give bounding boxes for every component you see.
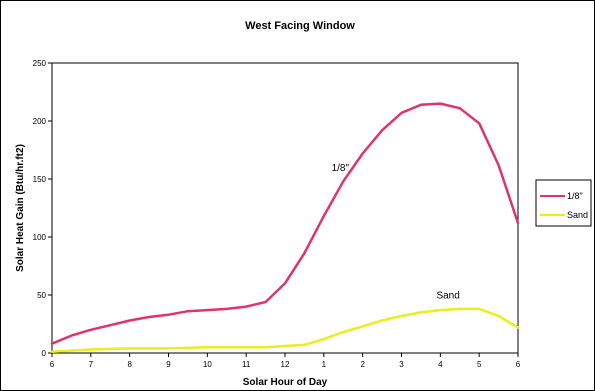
x-tick-label: 1	[322, 360, 327, 369]
y-axis: 0 50 100 150 200 250	[33, 59, 52, 358]
legend: 1/8" Sand	[535, 179, 592, 227]
legend-label: Sand	[567, 210, 588, 220]
y-tick-label: 200	[33, 117, 47, 126]
annotation-label: 1/8"	[332, 163, 350, 174]
x-axis-label: Solar Hour of Day	[243, 377, 328, 388]
legend-box	[535, 179, 592, 227]
x-tick-label: 5	[477, 360, 482, 369]
x-tick-label: 10	[203, 360, 212, 369]
series-line-1	[50, 307, 520, 354]
x-tick-label: 6	[50, 360, 55, 369]
y-tick-label: 250	[33, 59, 47, 68]
y-tick-label: 50	[37, 291, 46, 300]
y-axis-label: Solar Heat Gain (Btu/hr.ft2)	[15, 144, 26, 272]
series-lines	[50, 102, 520, 354]
x-tick-label: 3	[399, 360, 404, 369]
x-axis: 6 7 8 9 10 11 12 1 2 3 4 5 6	[50, 353, 521, 369]
legend-label: 1/8"	[567, 191, 583, 201]
x-tick-label: 8	[127, 360, 132, 369]
y-tick-label: 100	[33, 233, 47, 242]
x-tick-label: 11	[242, 360, 251, 369]
series-line-0	[50, 102, 520, 345]
x-tick-label: 12	[281, 360, 290, 369]
x-tick-label: 7	[89, 360, 94, 369]
annotation-label: Sand	[436, 290, 459, 301]
y-tick-label: 150	[33, 175, 47, 184]
x-tick-label: 6	[516, 360, 521, 369]
chart-title: West Facing Window	[245, 20, 355, 32]
y-tick-label: 0	[42, 349, 47, 358]
x-tick-label: 2	[360, 360, 365, 369]
x-tick-label: 9	[166, 360, 171, 369]
annotations: 1/8" Sand	[332, 163, 460, 302]
x-tick-label: 4	[438, 360, 443, 369]
